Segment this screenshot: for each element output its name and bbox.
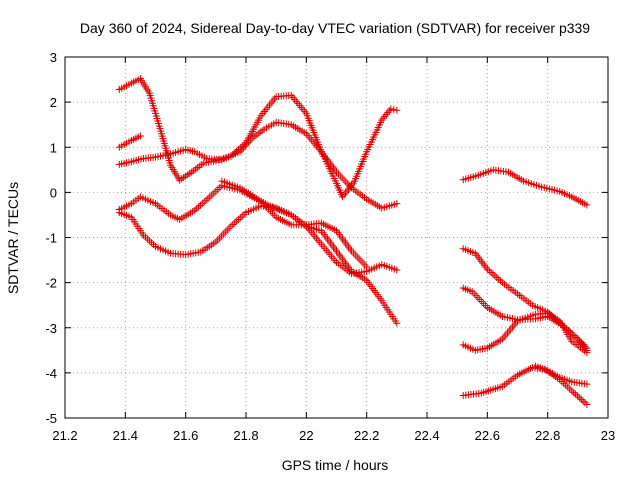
x-tick-label: 22.8 bbox=[535, 428, 560, 443]
x-tick-label: 22.6 bbox=[475, 428, 500, 443]
y-tick-label: -2 bbox=[45, 276, 57, 291]
y-tick-label: -5 bbox=[45, 411, 57, 426]
data-point-K bbox=[581, 399, 589, 407]
y-tick-label: 1 bbox=[50, 140, 57, 155]
plot-frame bbox=[64, 56, 609, 419]
y-tick-label: 0 bbox=[50, 185, 57, 200]
x-tick-label: 21.8 bbox=[233, 428, 258, 443]
data-point-A bbox=[385, 107, 393, 115]
data-point-D bbox=[193, 205, 201, 213]
data-point-K bbox=[573, 392, 581, 400]
data-point-D bbox=[393, 266, 401, 274]
data-point-E bbox=[238, 212, 246, 220]
data-point-I bbox=[576, 337, 584, 345]
data-point-F bbox=[363, 263, 371, 271]
data-point-C bbox=[393, 200, 401, 208]
data-point-K bbox=[577, 395, 585, 403]
x-tick-label: 22 bbox=[299, 428, 313, 443]
data-point-E bbox=[231, 219, 239, 227]
y-tick-label: 2 bbox=[50, 95, 57, 110]
data-point-E bbox=[234, 215, 242, 223]
data-point-A bbox=[382, 111, 390, 119]
data-point-D bbox=[198, 200, 206, 208]
data-point-H bbox=[495, 275, 503, 283]
y-tick-label: -4 bbox=[45, 366, 57, 381]
data-point-A bbox=[384, 109, 392, 117]
data-point-K bbox=[575, 394, 583, 402]
data-point-D bbox=[200, 198, 208, 206]
y-axis-label: SDTVAR / TECUs bbox=[5, 182, 21, 294]
data-point-L bbox=[583, 380, 591, 388]
data-point-J bbox=[583, 349, 591, 357]
x-tick-label: 23 bbox=[601, 428, 615, 443]
axis-ticks: 21.2 21.4 21.6 21.8 22 22.2 22.4 22.6 22.8 23-5-4… bbox=[45, 50, 615, 443]
data-point-H bbox=[485, 267, 493, 275]
data-point-H bbox=[489, 270, 497, 278]
x-axis-label: GPS time / hours bbox=[282, 457, 389, 473]
data-point-K bbox=[570, 389, 578, 397]
data-point-D bbox=[194, 203, 202, 211]
data-point-I bbox=[579, 340, 587, 348]
x-tick-label: 22.2 bbox=[354, 428, 379, 443]
data-point-D bbox=[196, 201, 204, 209]
data-point-K bbox=[579, 397, 587, 405]
data-point-B bbox=[136, 132, 144, 140]
x-tick-label: 21.6 bbox=[173, 428, 198, 443]
x-tick-label: 21.2 bbox=[52, 428, 77, 443]
data-point-H bbox=[491, 272, 499, 280]
data-point-A bbox=[390, 106, 398, 114]
data-point-A bbox=[387, 105, 395, 113]
x-tick-label: 22.4 bbox=[414, 428, 439, 443]
data-point-D bbox=[204, 195, 212, 203]
data-point-K bbox=[572, 390, 580, 398]
data-point-G bbox=[583, 201, 591, 209]
data-points bbox=[115, 75, 591, 408]
grid bbox=[65, 57, 608, 418]
data-point-H bbox=[493, 274, 501, 282]
y-tick-label: 3 bbox=[50, 50, 57, 65]
y-tick-label: -1 bbox=[45, 231, 57, 246]
y-tick-label: -3 bbox=[45, 321, 57, 336]
data-point-I bbox=[577, 339, 585, 347]
data-point-K bbox=[583, 400, 591, 408]
data-point-E bbox=[236, 214, 244, 222]
data-point-E bbox=[229, 221, 237, 229]
data-point-H bbox=[497, 277, 505, 285]
chart-title: Day 360 of 2024, Sidereal Day-to-day VTE… bbox=[80, 20, 590, 36]
data-point-A bbox=[381, 112, 389, 120]
data-point-I bbox=[574, 335, 582, 343]
data-point-A bbox=[393, 106, 401, 114]
data-point-E bbox=[233, 217, 241, 225]
data-point-D bbox=[202, 196, 210, 204]
data-point-E bbox=[393, 319, 401, 327]
data-point-H bbox=[487, 268, 495, 276]
x-tick-label: 21.4 bbox=[113, 428, 138, 443]
